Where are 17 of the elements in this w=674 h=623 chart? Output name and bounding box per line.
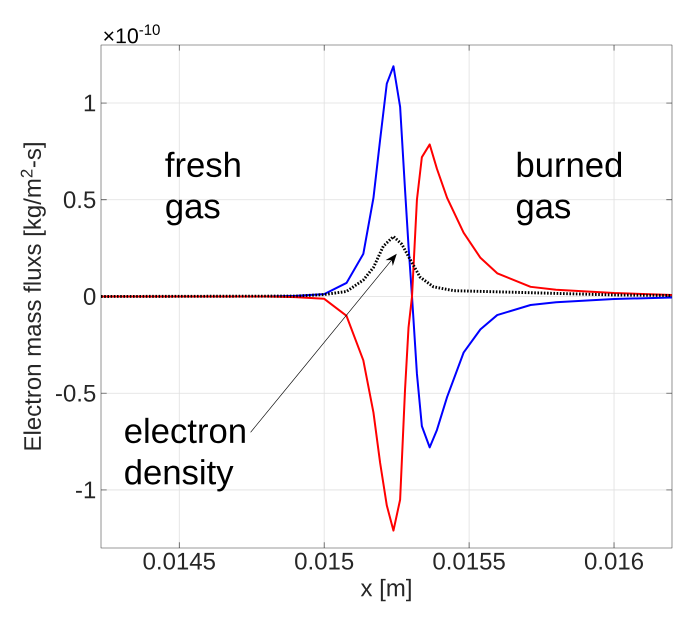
line-series — [101, 143, 672, 532]
x-tick-label: 0.016 — [584, 552, 643, 570]
x-axis-title: x [m] — [360, 578, 411, 602]
x-tick-label: 0.015 — [295, 552, 354, 570]
annotation: fresh gas — [165, 152, 240, 226]
y-tick-label: 0.5 — [64, 191, 96, 208]
annotation: burned gas — [516, 152, 622, 226]
y-tick-label: -1 — [76, 482, 96, 498]
x-tick-label: 0.0145 — [144, 552, 215, 570]
text: ×10$^{-10}$ — [104, 24, 160, 44]
x-tick-label: 0.0155 — [433, 552, 505, 570]
y-tick-label: 0 — [84, 288, 96, 305]
y-tick-label: 1 — [84, 94, 96, 112]
y-axis-title: Electron mass fluxs [kg/m$^{2}$-s] — [20, 143, 46, 450]
y-tick-label: -0.5 — [56, 384, 96, 402]
annotation: electron density — [125, 418, 245, 492]
line-series — [101, 235, 672, 298]
